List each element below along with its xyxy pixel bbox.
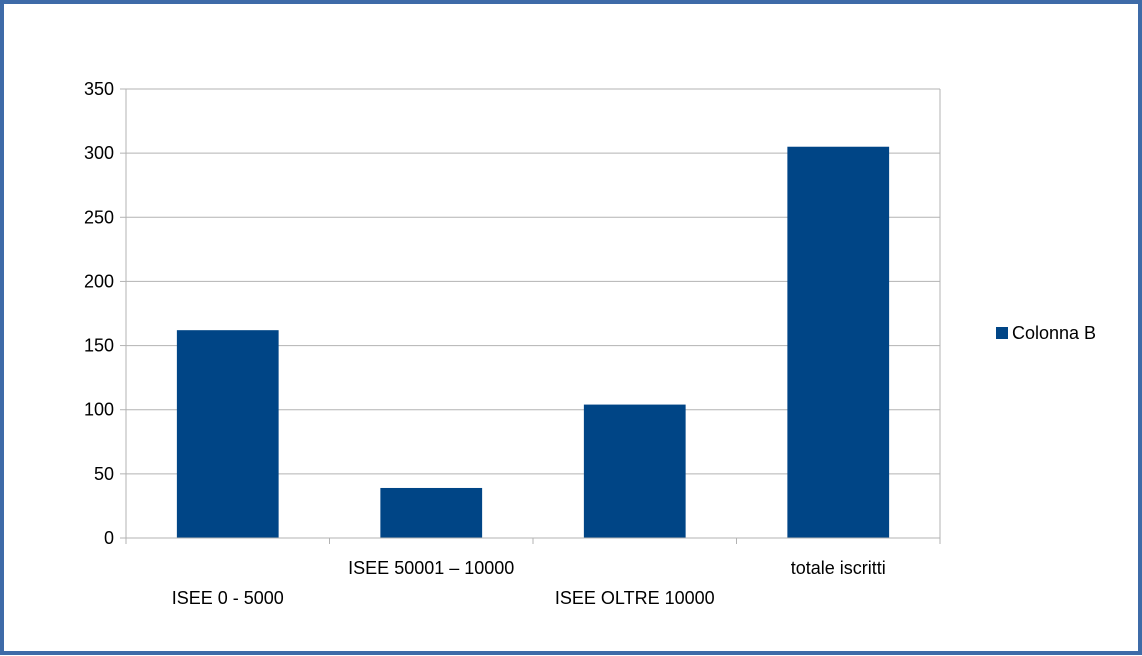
x-tick-label: totale iscritti xyxy=(791,558,886,578)
bar xyxy=(583,404,686,538)
bar xyxy=(380,487,483,538)
y-tick-label: 150 xyxy=(84,336,114,356)
legend-label: Colonna B xyxy=(1012,323,1096,343)
y-tick-labels: 0 50 100 150 200 250 300 350 xyxy=(84,79,114,548)
legend-swatch xyxy=(996,327,1008,339)
y-tick-label: 200 xyxy=(84,271,114,291)
y-tick-label: 350 xyxy=(84,79,114,99)
y-tick-label: 100 xyxy=(84,400,114,420)
y-tick-label: 0 xyxy=(104,528,114,548)
bars xyxy=(176,146,890,538)
y-tick-label: 50 xyxy=(94,464,114,484)
x-tick-label: ISEE 50001 – 10000 xyxy=(348,558,514,578)
bar xyxy=(787,146,890,538)
y-tick-label: 250 xyxy=(84,207,114,227)
x-tick-label: ISEE 0 - 5000 xyxy=(172,588,284,608)
x-tick-label: ISEE OLTRE 10000 xyxy=(555,588,715,608)
legend: Colonna B xyxy=(996,323,1096,343)
x-tick-labels: ISEE 0 - 5000 ISEE 50001 – 10000 ISEE OLTR… xyxy=(172,558,886,608)
y-tick-label: 300 xyxy=(84,143,114,163)
bar xyxy=(176,330,279,538)
axes xyxy=(120,88,941,544)
